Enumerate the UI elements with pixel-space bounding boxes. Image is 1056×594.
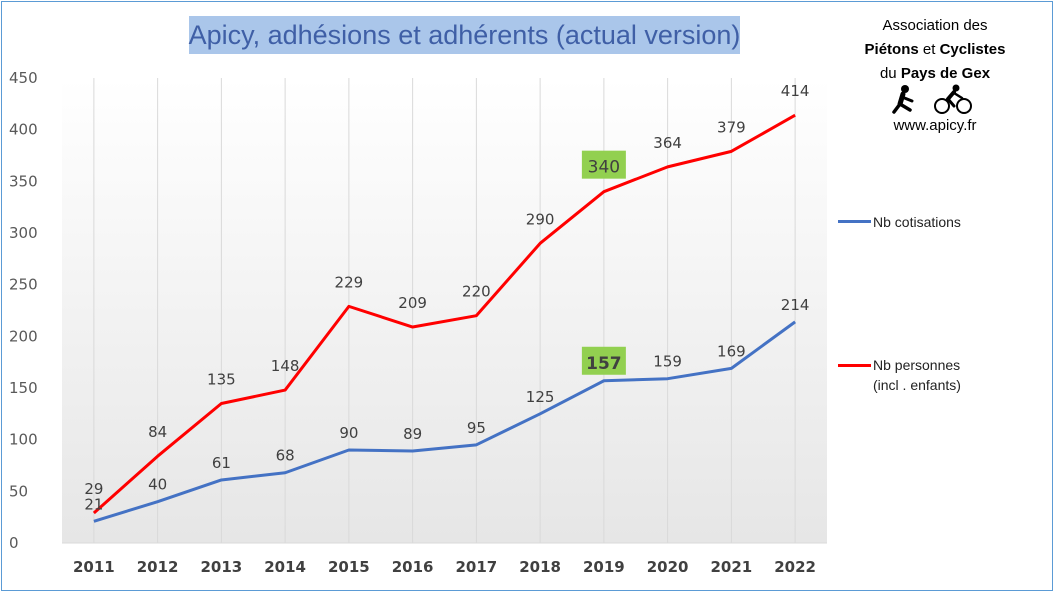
series-line-1 <box>92 113 796 515</box>
y-tick-300: 300 <box>9 224 38 242</box>
cyclist-icon <box>934 84 972 114</box>
y-tick-200: 200 <box>9 327 38 345</box>
x-tick-2017: 2017 <box>456 558 498 576</box>
association-block: Association des Piétons et Cyclistes du … <box>845 14 1025 134</box>
data-label-0-2019: 157 <box>586 354 622 374</box>
data-label-0-2015: 90 <box>339 424 358 442</box>
x-tick-2018: 2018 <box>519 558 561 576</box>
association-line-2: Piétons et Cyclistes <box>845 38 1025 62</box>
data-label-0-2013: 61 <box>212 454 231 472</box>
association-pietons: Piétons <box>864 41 919 58</box>
y-tick-150: 150 <box>9 379 38 397</box>
y-tick-450: 450 <box>9 69 38 87</box>
plot-area <box>62 78 827 543</box>
association-et: et <box>918 41 940 58</box>
x-tick-2015: 2015 <box>328 558 370 576</box>
data-label-1-2011: 29 <box>84 480 103 498</box>
data-label-0-2018: 125 <box>526 388 555 406</box>
data-label-1-2014: 148 <box>271 357 300 375</box>
data-label-1-2020: 364 <box>653 134 682 152</box>
y-tick-50: 50 <box>9 482 28 500</box>
association-cyclistes: Cyclistes <box>939 41 1006 58</box>
legend-label-cotisations: Nb cotisations <box>873 214 961 230</box>
data-label-1-2022: 414 <box>781 82 810 100</box>
association-icons <box>892 84 972 114</box>
y-tick-0: 0 <box>9 534 19 552</box>
y-tick-250: 250 <box>9 276 38 294</box>
y-tick-400: 400 <box>9 121 38 139</box>
walker-icon <box>892 85 914 114</box>
legend-swatch-cotisations <box>838 220 871 223</box>
data-label-1-2012: 84 <box>148 423 167 441</box>
highlight-box-0 <box>581 346 626 375</box>
y-tick-350: 350 <box>9 172 38 190</box>
data-label-0-2014: 68 <box>276 447 295 465</box>
legend-label-personnes: Nb personnes (incl . enfants) <box>873 355 961 395</box>
y-tick-100: 100 <box>9 431 38 449</box>
data-label-1-2021: 379 <box>717 118 746 136</box>
title-banner: Apicy, adhésions et adhérents (actual ve… <box>189 16 740 54</box>
data-label-1-2013: 135 <box>207 371 236 389</box>
association-pays-de-gex: Pays de Gex <box>900 65 991 82</box>
data-label-1-2015: 229 <box>335 273 364 291</box>
data-label-0-2011: 21 <box>84 495 103 513</box>
data-label-1-2017: 220 <box>462 283 491 301</box>
association-line-1: Association des <box>882 17 988 34</box>
legend-label-personnes-line1: Nb personnes <box>873 357 961 373</box>
website-text: www.apicy.fr <box>893 117 977 134</box>
x-tick-2020: 2020 <box>647 558 689 576</box>
x-tick-2021: 2021 <box>711 558 753 576</box>
chart-title: Apicy, adhésions et adhérents (actual ve… <box>188 19 741 50</box>
x-tick-2019: 2019 <box>583 558 625 576</box>
x-tick-2014: 2014 <box>264 558 306 576</box>
highlight-box-1 <box>581 150 626 179</box>
data-label-0-2021: 169 <box>717 342 746 360</box>
x-tick-2012: 2012 <box>137 558 179 576</box>
legend-label-personnes-line2: (incl . enfants) <box>873 377 961 393</box>
data-label-1-2019: 340 <box>588 158 620 178</box>
data-label-0-2022: 214 <box>781 296 810 314</box>
x-tick-2013: 2013 <box>201 558 243 576</box>
x-tick-2022: 2022 <box>774 558 816 576</box>
association-du: du <box>879 65 901 82</box>
data-label-0-2012: 40 <box>148 476 167 494</box>
x-tick-2011: 2011 <box>73 558 115 576</box>
series-line-0 <box>93 320 797 523</box>
association-line-3: du Pays de Gex <box>845 62 1025 86</box>
data-label-1-2018: 290 <box>526 210 555 228</box>
data-label-0-2017: 95 <box>467 419 486 437</box>
data-label-1-2016: 209 <box>398 294 427 312</box>
x-tick-2016: 2016 <box>392 558 434 576</box>
data-label-0-2020: 159 <box>653 353 682 371</box>
legend-swatch-personnes <box>838 364 871 367</box>
data-label-0-2016: 89 <box>403 425 422 443</box>
